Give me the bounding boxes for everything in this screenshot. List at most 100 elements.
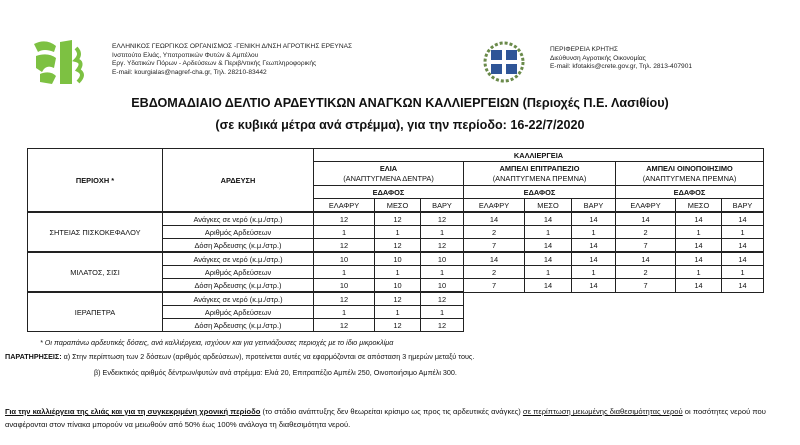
page-subtitle: (σε κυβικά μέτρα ανά στρέμμα), για την π… [215, 118, 585, 132]
empty-cell [525, 306, 572, 319]
header-contact: E-mail: kourgialas@nagref-cha.gr, Τηλ. 2… [112, 68, 267, 76]
soil-header: ΕΔΑΦΟΣ [313, 185, 464, 199]
value-cell: 1 [420, 305, 464, 319]
irrigation-header: ΑΡΔΕΥΣΗ [162, 148, 314, 213]
remarks-label: ΠΑΡΑΤΗΡΗΣΕΙΣ: [5, 352, 62, 361]
olive-note-paragraph: Για την καλλιέργεια της ελιάς και για τη… [5, 405, 790, 431]
value-cell: 12 [420, 238, 464, 253]
empty-cell [464, 306, 525, 319]
value-cell: 12 [420, 291, 464, 306]
value-cell: 14 [721, 278, 764, 293]
empty-cell [676, 292, 722, 306]
value-cell: 2 [615, 225, 676, 239]
remark-b: β) Ενδεικτικός αριθμός δέντρων/φυτών ανά… [94, 368, 457, 377]
empty-cell [676, 306, 722, 319]
value-cell: 12 [313, 318, 375, 332]
header-directorate: Διεύθυνση Αγροτικής Οικονομίας [550, 54, 646, 62]
value-cell: 14 [571, 278, 616, 293]
para-emphasis: Για την καλλιέργεια της ελιάς και για τη… [5, 407, 261, 416]
empty-cell [616, 292, 676, 306]
irrigation-label: Δόση Άρδευσης (κ.μ./στρ.) [162, 278, 314, 293]
value-cell: 10 [313, 251, 375, 266]
empty-cell [572, 292, 616, 306]
greek-emblem [483, 41, 525, 83]
empty-cell [616, 319, 676, 332]
empty-cell [572, 306, 616, 319]
value-cell: 14 [721, 238, 764, 253]
value-cell: 12 [374, 211, 421, 226]
left-header-text: ΕΛΛΗΝΙΚΟΣ ΓΕΩΡΓΙΚΟΣ ΟΡΓΑΝΙΣΜΟΣ -ΓΕΝΙΚΗ Δ… [112, 43, 352, 77]
page-title: ΕΒΔΟΜΑΔΙΑΙΟ ΔΕΛΤΙΟ ΑΡΔΕΥΤΙΚΩΝ ΑΝΑΓΚΩΝ ΚΑ… [131, 96, 669, 110]
region-header: ΠΕΡΙΟΧΗ * [27, 148, 163, 213]
value-cell: 1 [675, 225, 722, 239]
value-cell: 14 [524, 251, 572, 266]
value-cell: 12 [420, 211, 464, 226]
irrigation-table: ΠΕΡΙΟΧΗ * ΑΡΔΕΥΣΗ ΚΑΛΛΙΕΡΓΕΙΑ ΕΛΙΑ (ΑΝΑΠΤ… [27, 148, 764, 332]
table-row: Αριθμός Αρδεύσεων 1 1 1 2 1 1 2 1 1 [28, 265, 764, 279]
remarks: ΠΑΡΑΤΗΡΗΣΕΙΣ: α) Στην περίπτωση των 2 δό… [5, 352, 474, 361]
para-text: (το στάδιο ανάπτυξης δεν θεωρείται κρίσι… [260, 407, 523, 416]
value-cell: 14 [463, 251, 525, 266]
irrigation-label: Δόση Άρδευσης (κ.μ./στρ.) [162, 238, 314, 253]
crop-table-grape: ΑΜΠΕΛΙ ΕΠΙΤΡΑΠΕΖΙΟ (ΑΝΑΠΤΥΓΜΕΝΑ ΠΡΕΜΝΑ) [463, 161, 616, 186]
value-cell: 7 [463, 278, 525, 293]
empty-cell [616, 306, 676, 319]
value-cell: 10 [374, 278, 421, 293]
value-cell: 12 [313, 291, 375, 306]
value-cell: 1 [313, 225, 375, 239]
empty-cell [722, 319, 764, 332]
soil-heavy: ΒΑΡΥ [571, 198, 616, 213]
crop-header: ΚΑΛΛΙΕΡΓΕΙΑ [313, 148, 764, 162]
value-cell: 12 [374, 318, 421, 332]
value-cell: 1 [571, 225, 616, 239]
value-cell: 1 [420, 265, 464, 279]
table-row: ΙΕΡΑΠΕΤΡΑ Ανάγκες σε νερό (κ.μ./στρ.) 12 12… [27, 291, 764, 332]
para-text: οι ποσότητες νερού που αναφέρονται στον … [5, 407, 766, 429]
value-cell: 2 [463, 225, 525, 239]
soil-light: ΕΛΑΦΡΥ [463, 198, 525, 213]
table-row: ΣΗΤΕΙΑΣ ΠΙΣΚΟΚΕΦΑΛΟΥ Ανάγκες σε νερό (κ.μ… [27, 211, 764, 253]
region-name: ΜΙΛΑΤΟΣ, ΣΙΣΙ [27, 251, 163, 293]
value-cell: 14 [615, 211, 676, 226]
value-cell: 10 [420, 251, 464, 266]
empty-cell [464, 292, 525, 306]
value-cell: 1 [374, 225, 421, 239]
crop-wine-grape: ΑΜΠΕΛΙ ΟΙΝΟΠΟΙΗΣΙΜΟ (ΑΝΑΠΤΥΓΜΕΝΑ ΠΡΕΜΝΑ) [615, 161, 764, 186]
value-cell: 1 [721, 225, 764, 239]
irrigation-label: Δόση Άρδευσης (κ.μ./στρ.) [162, 318, 314, 332]
table-row: Δόση Άρδευσης (κ.μ./στρ.) 12 12 12 [28, 318, 764, 332]
empty-cell [722, 292, 764, 306]
value-cell: 1 [675, 265, 722, 279]
irrigation-label: Ανάγκες σε νερό (κ.μ./στρ.) [162, 251, 314, 266]
value-cell: 10 [420, 278, 464, 293]
header-region: ΠΕΡΙΦΕΡΕΙΑ ΚΡΗΤΗΣ [550, 46, 618, 53]
header-org: ΕΛΛΗΝΙΚΟΣ ΓΕΩΡΓΙΚΟΣ ΟΡΓΑΝΙΣΜΟΣ -ΓΕΝΙΚΗ Δ… [112, 43, 353, 50]
header-institute: Ινστιτούτο Ελιάς, Υποτροπικών Φυτών & Αμ… [112, 51, 259, 59]
value-cell: 12 [420, 318, 464, 332]
region-name: ΙΕΡΑΠΕΤΡΑ [27, 291, 163, 332]
value-cell: 14 [675, 251, 722, 266]
value-cell: 14 [675, 211, 722, 226]
table-row: Αριθμός Αρδεύσεων 1 1 1 2 1 1 2 1 1 [28, 225, 764, 239]
soil-medium: ΜΕΣΟ [675, 198, 722, 213]
empty-cell [525, 292, 572, 306]
value-cell: 12 [313, 238, 375, 253]
empty-cell [525, 319, 572, 332]
value-cell: 14 [675, 238, 722, 253]
empty-cell [572, 319, 616, 332]
value-cell: 10 [313, 278, 375, 293]
value-cell: 14 [524, 211, 572, 226]
value-cell: 10 [374, 251, 421, 266]
footnote: * Οι παραπάνω αρδευτικές δόσεις, ανά καλ… [40, 338, 394, 347]
value-cell: 1 [420, 225, 464, 239]
region-name: ΣΗΤΕΙΑΣ ΠΙΣΚΟΚΕΦΑΛΟΥ [27, 211, 163, 253]
value-cell: 7 [615, 278, 676, 293]
value-cell: 2 [615, 265, 676, 279]
value-cell: 14 [463, 211, 525, 226]
value-cell: 14 [675, 278, 722, 293]
empty-cell [676, 319, 722, 332]
header-lab: Εργ. Υδατικών Πόρων - Αρδεύσεων & Περιβ/… [112, 60, 317, 68]
soil-medium: ΜΕΣΟ [524, 198, 572, 213]
value-cell: 14 [615, 251, 676, 266]
value-cell: 1 [524, 265, 572, 279]
